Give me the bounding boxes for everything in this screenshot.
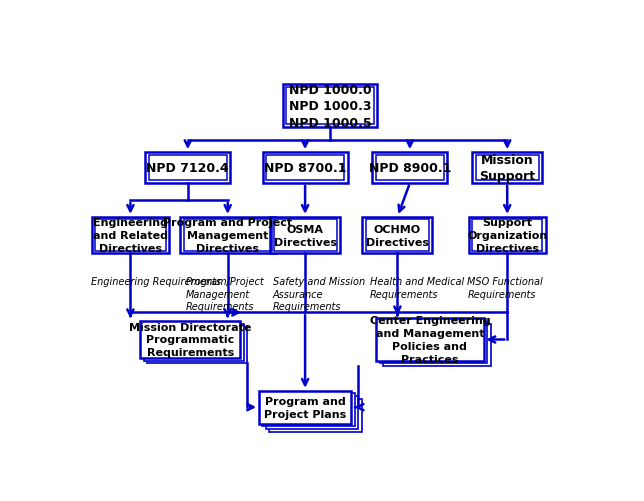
Text: MSO Functional
Requirements: MSO Functional Requirements: [468, 277, 543, 299]
Bar: [262, 394, 355, 426]
Bar: [259, 391, 351, 424]
Bar: [383, 324, 491, 366]
Bar: [270, 217, 340, 254]
Text: NPD 7120.4: NPD 7120.4: [146, 162, 229, 175]
Bar: [274, 220, 337, 252]
Text: Mission
Support: Mission Support: [479, 153, 535, 183]
Bar: [269, 399, 362, 432]
Text: Program and
Project Plans: Program and Project Plans: [264, 396, 346, 419]
Text: Mission Directorate
Programmatic
Requirements: Mission Directorate Programmatic Require…: [129, 322, 252, 358]
Text: Engineering
and Related
Directives: Engineering and Related Directives: [93, 218, 168, 254]
Bar: [266, 396, 358, 429]
Text: NPD 8700.1: NPD 8700.1: [264, 162, 346, 175]
Bar: [363, 217, 432, 254]
Bar: [472, 220, 542, 252]
Bar: [91, 217, 169, 254]
Bar: [184, 220, 272, 252]
Text: NPD 1000.0
NPD 1000.3
NPD 1000.5: NPD 1000.0 NPD 1000.3 NPD 1000.5: [289, 84, 372, 129]
Text: Program/Project
Management
Requirements: Program/Project Management Requirements: [185, 277, 264, 312]
Bar: [144, 324, 243, 361]
Text: Program and Project
Management
Directives: Program and Project Management Directive…: [163, 218, 292, 254]
Text: OSMA
Directives: OSMA Directives: [274, 224, 337, 247]
Bar: [376, 155, 444, 181]
Bar: [376, 319, 484, 361]
Text: NPD 8900.1: NPD 8900.1: [369, 162, 451, 175]
Bar: [476, 155, 538, 181]
Bar: [95, 220, 166, 252]
Text: Center Engineering
and Management
Policies and
Practices: Center Engineering and Management Polici…: [370, 316, 490, 364]
Bar: [180, 217, 275, 254]
Bar: [380, 321, 487, 364]
Bar: [286, 88, 374, 125]
Text: OCHMO
Directives: OCHMO Directives: [366, 224, 429, 247]
Text: Support
Organization
Directives: Support Organization Directives: [467, 218, 547, 254]
Bar: [263, 153, 348, 183]
Bar: [283, 85, 377, 128]
Bar: [372, 153, 448, 183]
Bar: [472, 153, 542, 183]
Bar: [469, 217, 546, 254]
Bar: [140, 322, 240, 358]
Bar: [149, 155, 227, 181]
Text: Engineering Requirements: Engineering Requirements: [91, 277, 222, 287]
Text: Health and Medical
Requirements: Health and Medical Requirements: [370, 277, 464, 299]
Bar: [366, 220, 429, 252]
Bar: [146, 153, 231, 183]
Bar: [147, 327, 247, 364]
Text: Safety and Mission
Assurance
Requirements: Safety and Mission Assurance Requirement…: [272, 277, 365, 312]
Bar: [266, 155, 344, 181]
